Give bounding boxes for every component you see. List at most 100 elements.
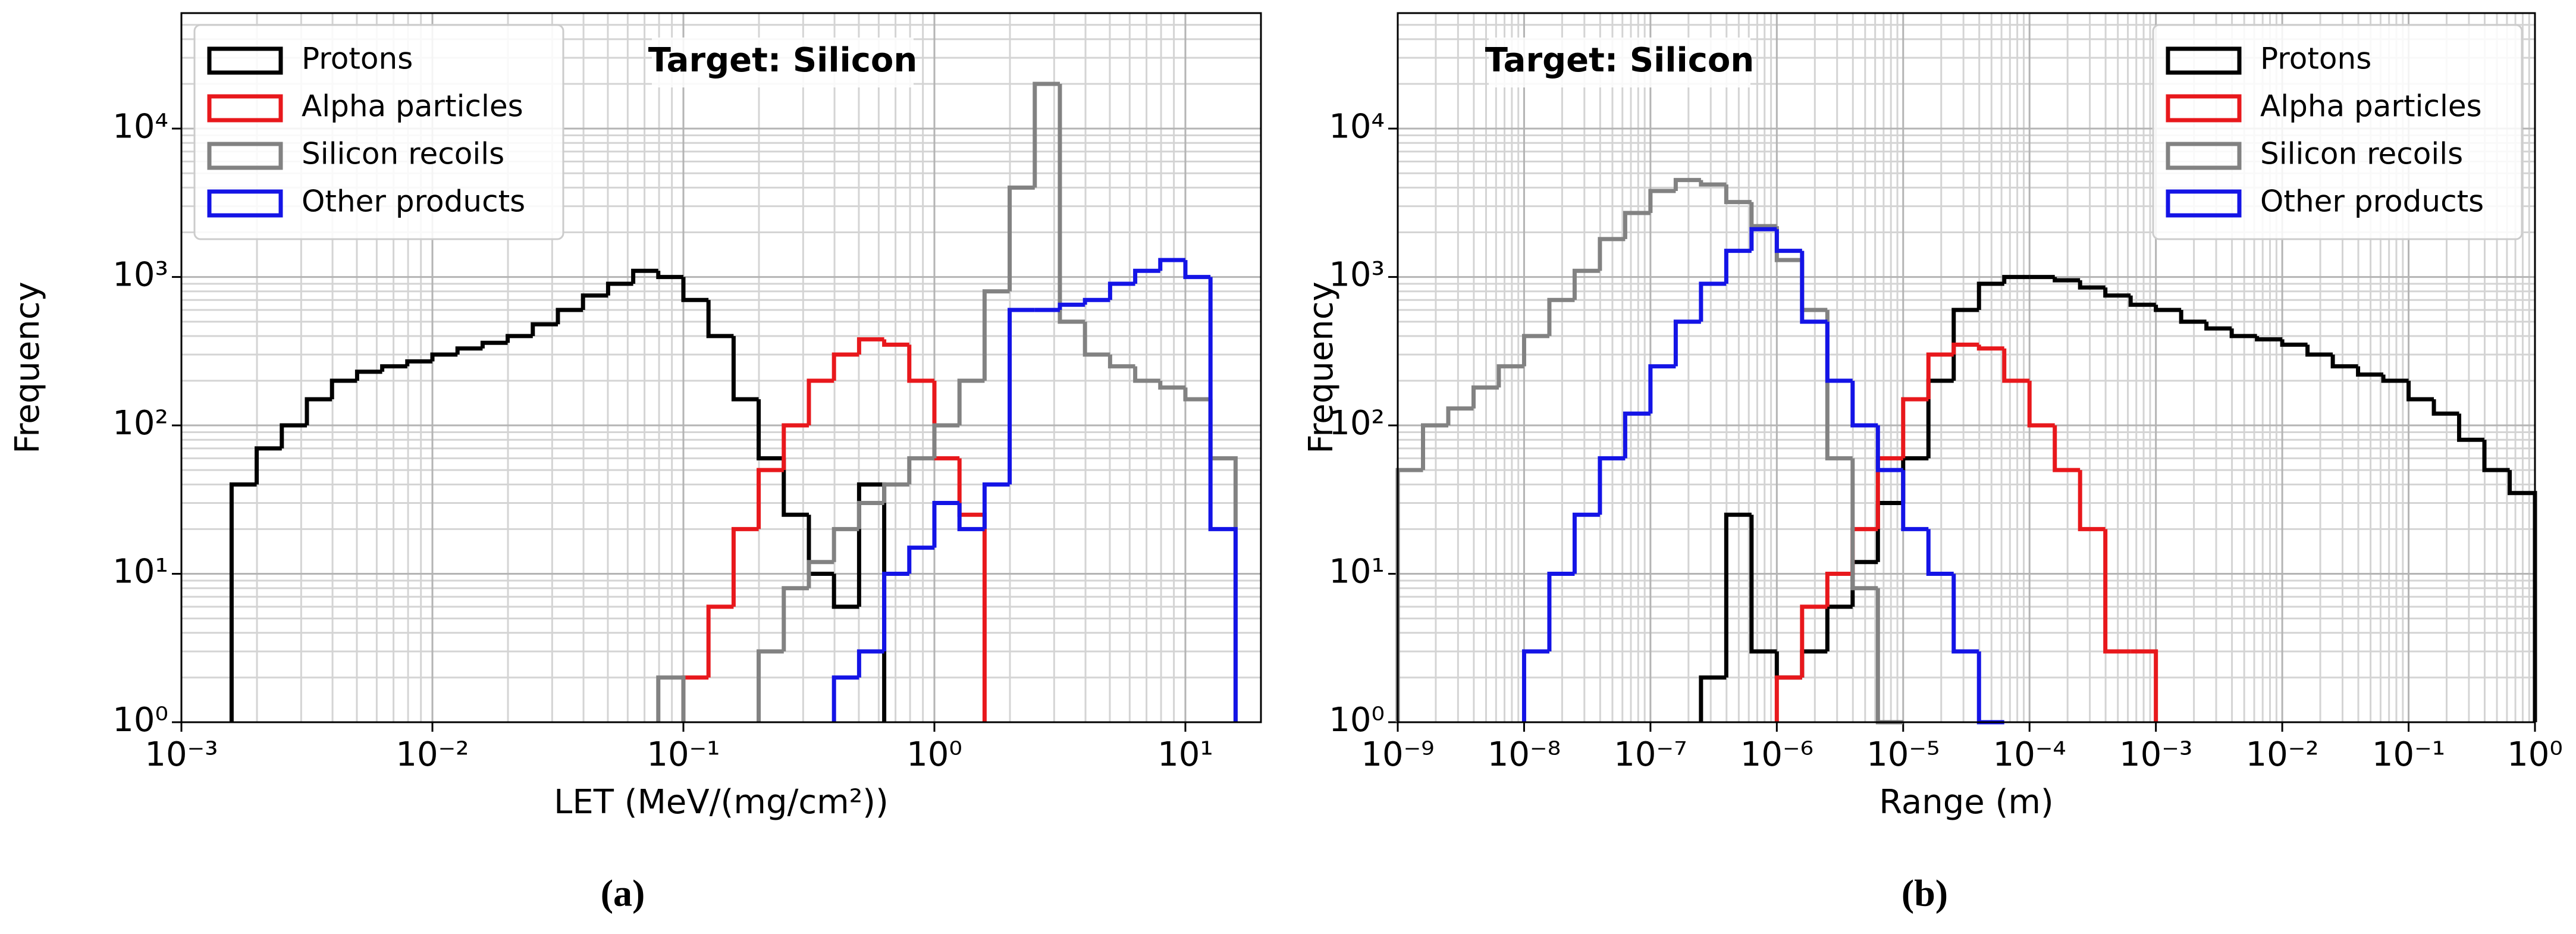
- histogram-step: [2002, 348, 2030, 383]
- histogram-step: [1926, 352, 1954, 400]
- histogram-step: [957, 458, 987, 722]
- legend-label: Protons: [2260, 42, 2371, 76]
- x-tick-label: 10¹: [1157, 735, 1213, 774]
- x-tick-label: 10⁻¹: [647, 735, 720, 774]
- histogram-step: [2103, 529, 2131, 654]
- histogram-step: [1976, 344, 2004, 351]
- histogram-step: [2305, 344, 2333, 357]
- caption: (a): [601, 872, 645, 914]
- legend-swatch: [2166, 142, 2242, 170]
- histogram-step: [832, 675, 859, 722]
- histogram-step: [2103, 287, 2131, 298]
- histogram-step: [1951, 342, 1979, 355]
- x-axis-label: Range (m): [1879, 783, 2054, 822]
- histogram-step: [280, 423, 307, 449]
- histogram-step: [2154, 305, 2182, 312]
- x-tick-label: 10⁻⁵: [1866, 735, 1940, 774]
- y-tick-label: 10²: [112, 404, 168, 443]
- histogram-step: [656, 271, 683, 280]
- histogram-step: [1547, 297, 1575, 336]
- histogram-step: [2482, 440, 2510, 472]
- histogram-step: [2204, 321, 2232, 331]
- legend-label: Other products: [2260, 184, 2484, 219]
- histogram-step: [982, 482, 1010, 529]
- plot: 10⁻⁹ 10⁻⁸ 10⁻⁷ 10⁻⁶ 10⁻⁵ 10⁻⁴ 10⁻³ 10⁻² 10⁻¹ 10⁰ 1…: [1302, 12, 2563, 914]
- histogram-step: [907, 344, 934, 383]
- histogram-step: [932, 380, 960, 460]
- histogram-step: [2179, 309, 2207, 324]
- histogram-step: [1875, 425, 1903, 472]
- histogram-step: [1083, 321, 1110, 357]
- histogram-step: [1699, 180, 1727, 187]
- x-tick-label: 10⁰: [2507, 735, 2563, 774]
- y-axis-label: Frequency: [8, 281, 47, 453]
- histogram-step: [581, 293, 608, 310]
- x-tick-label: 10⁻⁷: [1614, 735, 1687, 774]
- y-tick-label: 10¹: [112, 553, 168, 591]
- histogram-step: [706, 300, 734, 339]
- legend-label: Silicon recoils: [302, 137, 504, 171]
- histogram-step: [1183, 387, 1211, 402]
- histogram-step: [1724, 249, 1752, 284]
- histogram-step: [2002, 275, 2030, 284]
- histogram-step: [2229, 328, 2257, 339]
- histogram-step: [1850, 380, 1878, 428]
- histogram-step: [1446, 406, 1474, 426]
- histogram-step: [757, 649, 784, 722]
- histogram-step: [706, 604, 734, 678]
- histogram-step: [1774, 651, 1802, 680]
- histogram-step: [1058, 302, 1085, 310]
- histogram-step: [354, 369, 382, 381]
- histogram-step: [1183, 260, 1211, 280]
- x-tick-label: 10⁻²: [2245, 735, 2318, 774]
- histogram-step: [882, 572, 909, 651]
- histogram-step: [1648, 364, 1676, 414]
- y-tick-label: 10²: [1329, 404, 1385, 443]
- histogram-step: [1598, 237, 1626, 271]
- histogram-step: [2078, 470, 2106, 531]
- histogram-step: [1850, 458, 1878, 591]
- histogram-step: [1825, 604, 1853, 651]
- histogram-step: [2381, 374, 2409, 383]
- histogram-step: [255, 446, 282, 485]
- y-tick-label: 10³: [1329, 256, 1385, 294]
- histogram-step: [1800, 250, 1828, 324]
- histogram-step: [907, 546, 934, 574]
- histogram-step: [807, 378, 834, 426]
- histogram-step: [330, 378, 357, 400]
- x-axis-label: LET (MeV/(mg/cm²)): [554, 783, 889, 822]
- histogram-step: [1901, 397, 1929, 459]
- histogram-step: [731, 526, 759, 607]
- x-tick-label: 10⁰: [906, 735, 962, 774]
- histogram-step: [832, 352, 859, 381]
- legend-label: Silicon recoils: [2260, 137, 2463, 171]
- histogram-step: [1008, 185, 1035, 292]
- histogram-step: [1901, 456, 1929, 503]
- histogram-step: [1158, 380, 1185, 390]
- histogram-step: [2431, 399, 2459, 416]
- histogram-step: [1800, 604, 1828, 678]
- histogram-step: [1598, 456, 1626, 515]
- histogram-step: [2027, 380, 2055, 428]
- histogram-step: [832, 573, 859, 609]
- x-tick-label: 10⁻³: [2119, 735, 2192, 774]
- histogram-step: [229, 482, 257, 722]
- histogram-step: [782, 458, 809, 517]
- histogram-step: [2457, 413, 2485, 442]
- histogram-step: [430, 352, 458, 362]
- histogram-step: [2078, 280, 2106, 290]
- histogram-step: [1774, 229, 1802, 253]
- histogram-step: [631, 268, 658, 284]
- histogram-step: [1951, 308, 1979, 381]
- y-tick-label: 10³: [112, 256, 168, 294]
- axes-frame: [1397, 12, 2536, 723]
- y-tick-label: 10⁰: [112, 701, 168, 739]
- legend-box: [2152, 24, 2523, 240]
- histogram-step: [681, 675, 709, 722]
- title-box: [652, 37, 914, 87]
- legend-swatch: [207, 94, 283, 123]
- histogram-step: [1749, 515, 1777, 654]
- legend-label: Other products: [302, 184, 525, 219]
- histogram-step: [1058, 84, 1085, 324]
- caption: (b): [1902, 872, 1948, 914]
